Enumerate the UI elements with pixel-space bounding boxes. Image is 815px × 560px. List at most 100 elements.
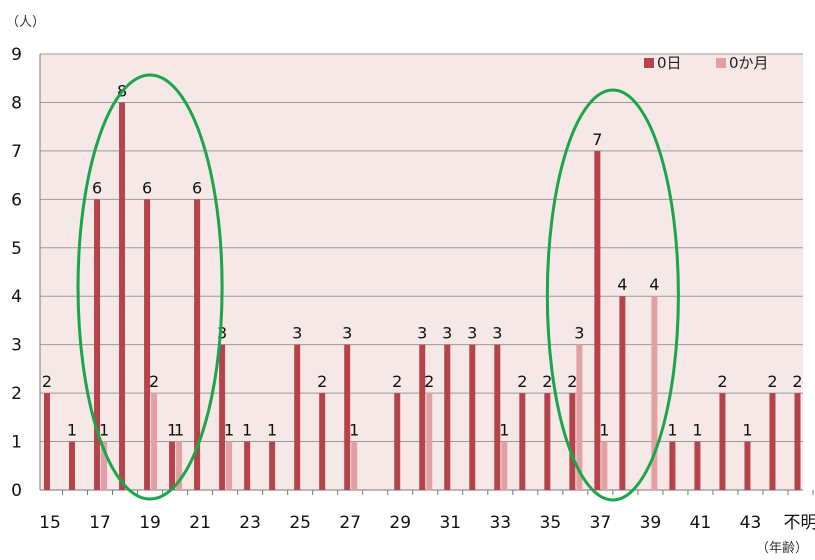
- bar-days: [619, 296, 626, 490]
- bar-days: [119, 102, 126, 490]
- data-label: 2: [767, 372, 777, 391]
- data-label: 7: [592, 130, 602, 149]
- y-tick-label: 9: [11, 45, 22, 65]
- data-label: 6: [92, 178, 102, 197]
- bar-days: [294, 344, 301, 490]
- data-label: 3: [442, 324, 452, 343]
- bar-days: [469, 344, 476, 490]
- bar-months: [576, 344, 583, 490]
- x-tick-label: 41: [690, 513, 712, 533]
- bar-days: [44, 393, 50, 490]
- data-label: 2: [792, 372, 802, 391]
- x-axis: 15 17 19 21 23 25 27 29 31 33 35 37 39 41 43 不明: [39, 490, 815, 533]
- bar-months: [501, 441, 508, 490]
- bar-months: [651, 296, 658, 490]
- x-tick-label: 39: [640, 513, 662, 533]
- bar-days: [94, 199, 101, 491]
- data-label: 6: [142, 178, 152, 197]
- legend: 0日 0か月: [644, 54, 769, 72]
- bar-months: [351, 441, 358, 490]
- x-tick-label: 33: [489, 513, 511, 533]
- bar-days: [319, 393, 326, 490]
- x-tick-label: 15: [39, 513, 61, 533]
- data-label: 1: [499, 421, 509, 440]
- bar-months: [226, 441, 233, 490]
- data-label: 2: [717, 372, 727, 391]
- x-tick-label: 37: [590, 513, 612, 533]
- bar-days: [69, 441, 76, 490]
- bar-months: [101, 441, 108, 490]
- x-tick-label: 17: [89, 513, 111, 533]
- y-tick-label: 8: [11, 93, 22, 113]
- data-label: 4: [649, 275, 659, 294]
- bar-days: [794, 393, 801, 490]
- data-label: 3: [467, 324, 477, 343]
- data-label: 1: [692, 421, 702, 440]
- data-label: 2: [424, 372, 434, 391]
- data-label: 1: [224, 421, 234, 440]
- legend-label-0-days: 0日: [657, 54, 682, 72]
- bar-days: [444, 344, 451, 490]
- bar-days: [744, 441, 751, 490]
- bar-days: [694, 441, 701, 490]
- bar-days: [194, 199, 201, 491]
- data-label: 1: [67, 421, 77, 440]
- bar-days: [144, 199, 151, 491]
- bar-days: [594, 150, 601, 490]
- x-tick-label: 27: [339, 513, 361, 533]
- x-tick-label: 25: [289, 513, 311, 533]
- bar-days: [169, 441, 176, 490]
- bar-days: [269, 441, 276, 490]
- data-label: 3: [342, 324, 352, 343]
- x-tick-label: 21: [189, 513, 211, 533]
- data-label: 1: [667, 421, 677, 440]
- data-label: 1: [267, 421, 277, 440]
- data-label: 1: [599, 421, 609, 440]
- data-label: 2: [149, 372, 159, 391]
- bar-days: [394, 393, 401, 490]
- bar-days: [769, 393, 776, 490]
- data-label: 1: [742, 421, 752, 440]
- highlight-ellipse-36-39: [545, 88, 680, 502]
- data-label: 4: [617, 275, 627, 294]
- data-label: 2: [567, 372, 577, 391]
- x-tick-label: 31: [439, 513, 461, 533]
- data-label: 1: [349, 421, 359, 440]
- bar-days: [244, 441, 251, 490]
- data-label: 3: [574, 324, 584, 343]
- data-label: 3: [217, 324, 227, 343]
- x-tick-label: 35: [540, 513, 562, 533]
- data-label: 2: [392, 372, 402, 391]
- legend-swatch-0-months: [716, 58, 726, 68]
- bar-days: [569, 393, 576, 490]
- data-label: 1: [242, 421, 252, 440]
- data-label: 2: [42, 372, 52, 391]
- y-tick-label: 5: [11, 239, 22, 259]
- data-label: 3: [417, 324, 427, 343]
- x-tick-label: 43: [740, 513, 762, 533]
- bar-months: [176, 441, 183, 490]
- bar-months: [601, 441, 608, 490]
- x-tick-label: 不明: [783, 513, 815, 533]
- data-label: 1: [99, 421, 109, 440]
- data-label: 2: [542, 372, 552, 391]
- x-tick-label: 19: [139, 513, 161, 533]
- y-tick-label: 4: [11, 287, 22, 307]
- bar-months: [151, 393, 158, 490]
- bars: [44, 102, 801, 491]
- bar-days: [519, 393, 526, 490]
- data-label: 2: [517, 372, 527, 391]
- data-label: 3: [492, 324, 502, 343]
- bar-days: [494, 344, 501, 490]
- bar-days: [544, 393, 551, 490]
- x-tick-label: 23: [239, 513, 261, 533]
- legend-label-0-months: 0か月: [729, 54, 769, 72]
- x-tick-label: 29: [389, 513, 411, 533]
- y-tick-label: 2: [11, 384, 22, 404]
- y-tick-label: 7: [11, 142, 22, 162]
- y-axis-unit: （人）: [6, 15, 45, 30]
- data-label: 1: [167, 421, 177, 440]
- y-tick-label: 6: [11, 190, 22, 210]
